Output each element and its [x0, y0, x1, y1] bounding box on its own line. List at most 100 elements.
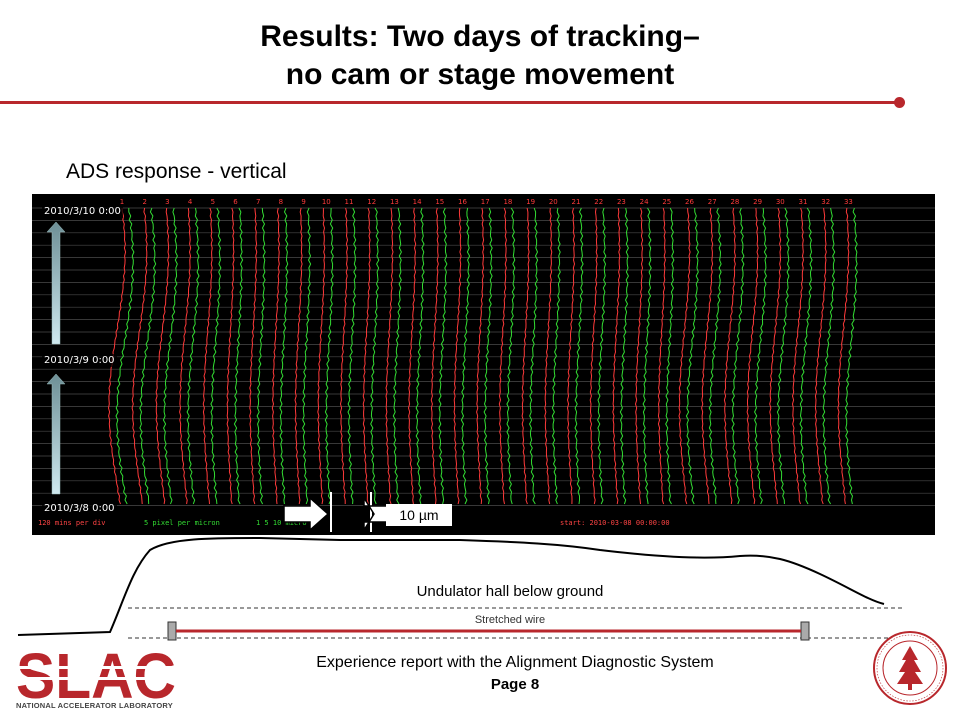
trace-green [529, 207, 539, 505]
trace-red [226, 207, 235, 505]
channel-number: 24 [640, 198, 649, 206]
trace-red [339, 207, 349, 504]
channel-number: 12 [367, 198, 376, 206]
trace-green [324, 207, 334, 505]
trace-green [139, 207, 157, 505]
terrain-diagram [17, 536, 905, 641]
footer-micro: 1 5 10 micro [256, 519, 307, 527]
slide-title: Results: Two days of tracking– no cam or… [0, 18, 960, 94]
date-label-middle: 2010/3/9 0:00 [42, 354, 117, 367]
trace-canvas: 1 2 3 4 5 6 7 8 9 10 11 12 13 14 15 16 17 18 19 20 21 22 23 24 2… [32, 198, 935, 506]
arrow-right-icon [283, 496, 330, 532]
trace-green [347, 207, 357, 505]
trace-green [256, 207, 266, 505]
trace-red [249, 207, 258, 505]
ground-profile-line [17, 536, 885, 636]
trace-green [370, 207, 380, 505]
channel-number: 18 [503, 198, 512, 206]
channel-number: 31 [799, 198, 808, 206]
channel-number: 29 [753, 198, 762, 206]
trace-red [544, 207, 553, 505]
channel-number: 27 [708, 198, 717, 206]
trace-green [597, 207, 607, 505]
trace-green [438, 207, 448, 505]
trace-green [415, 207, 425, 505]
channel-number: 30 [776, 198, 785, 206]
channel-number: 33 [844, 198, 853, 206]
wire-anchor-right [800, 621, 810, 641]
trace-red [612, 207, 621, 505]
hall-label: Undulator hall below ground [416, 583, 604, 600]
trace-green [233, 207, 244, 505]
channel-number: 8 [279, 198, 283, 206]
trace-green [279, 207, 289, 505]
channel-number: 2 [142, 198, 146, 206]
trace-green [708, 207, 722, 505]
trace-green [210, 207, 222, 505]
trace-red [155, 207, 170, 505]
trace-green [506, 207, 516, 505]
channel-number: 10 [322, 198, 331, 206]
title-line-2: no cam or stage movement [285, 58, 675, 91]
stanford-seal-icon [873, 631, 947, 705]
footer-scale: 120 mins per div [38, 519, 106, 527]
ads-response-plot: 1 2 3 4 5 6 7 8 9 10 11 12 13 14 15 16 17 18 19 20 21 22 23 24 2… [32, 194, 935, 535]
footer-pixels: 5 pixel per micron [144, 519, 220, 527]
channel-number: 15 [435, 198, 444, 206]
trace-green [186, 207, 200, 505]
trace-red [317, 208, 326, 505]
date-label-top: 2010/3/10 0:00 [42, 205, 123, 218]
trace-red [131, 207, 148, 505]
channel-number: 6 [233, 198, 238, 206]
trace-red [179, 207, 192, 505]
slide-subtitle: ADS response - vertical [66, 160, 287, 183]
scale-bar-arrows [283, 492, 389, 533]
trace-red [634, 207, 644, 505]
trace-red [723, 207, 736, 505]
channel-number: 7 [256, 198, 260, 206]
channel-number: 26 [685, 198, 694, 206]
slac-logo-subtitle: NATIONAL ACCELERATOR LABORATORY [16, 701, 173, 710]
trace-green [685, 207, 700, 505]
channel-number: 9 [301, 198, 305, 206]
channel-number: 14 [413, 198, 422, 206]
channel-number: 28 [730, 198, 739, 206]
arrow-left-icon [363, 495, 389, 533]
trace-red [746, 207, 759, 505]
time-arrow-up-icon [46, 373, 66, 495]
trace-red [385, 207, 394, 505]
trace-red [589, 207, 598, 505]
trace-green [162, 207, 178, 505]
trace-red [814, 207, 827, 505]
trace-green [392, 207, 402, 505]
trace-red [566, 207, 576, 505]
slac-logo: SLAC [16, 644, 176, 704]
channel-number: 5 [211, 198, 215, 206]
trace-red [407, 207, 417, 505]
trace-green [642, 207, 652, 505]
trace-green [302, 207, 312, 505]
trace-green [115, 208, 135, 505]
footer-start: start: 2010-03-08 00:00:00 [560, 519, 670, 527]
trace-red [769, 207, 782, 505]
channel-number: 3 [165, 198, 169, 206]
trace-green [776, 207, 790, 505]
date-label-bottom: 2010/3/8 0:00 [42, 502, 117, 515]
channel-number: 1 [120, 198, 124, 206]
trace-green [551, 207, 561, 505]
trace-red [476, 207, 485, 505]
scale-bar-label: 10 µm [386, 504, 452, 526]
trace-green [754, 207, 768, 505]
trace-red [678, 207, 691, 505]
channel-number: 16 [458, 198, 467, 206]
channel-number: 19 [526, 198, 535, 206]
title-rule [0, 101, 900, 104]
trace-green [574, 207, 584, 505]
time-arrow-up-icon [46, 221, 66, 345]
channel-number: 32 [821, 198, 830, 206]
trace-red [701, 207, 714, 505]
channel-number: 22 [594, 198, 603, 206]
trace-green [844, 207, 858, 505]
trace-red [837, 207, 850, 505]
trace-green [483, 207, 493, 505]
